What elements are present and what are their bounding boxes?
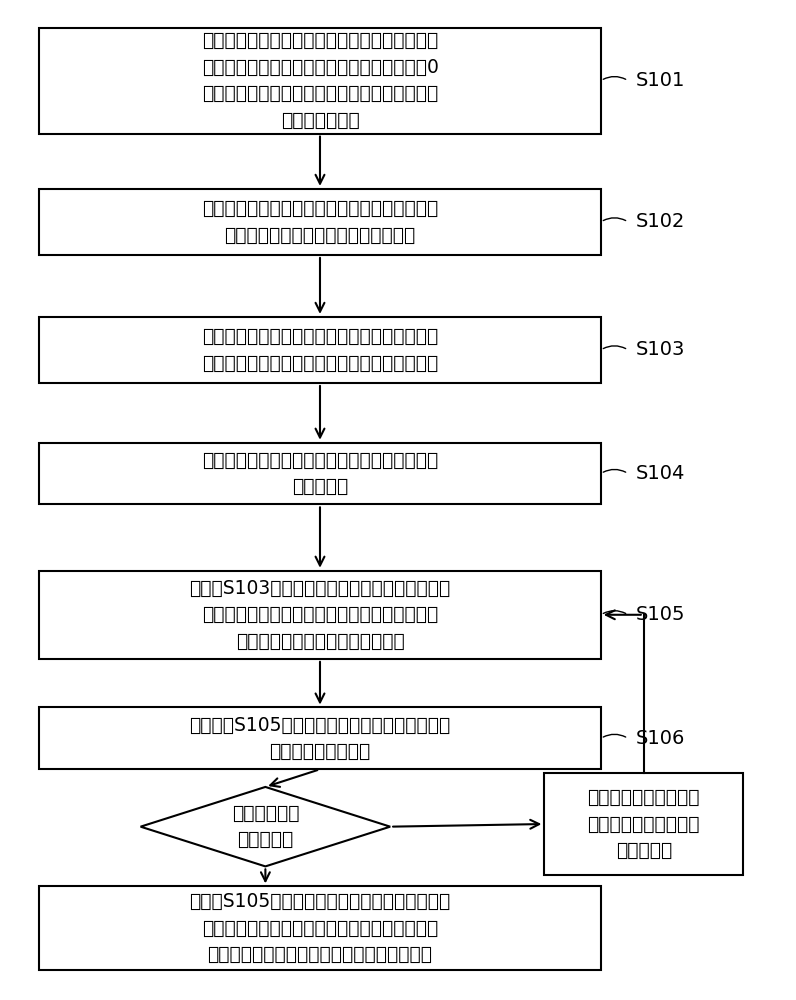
FancyBboxPatch shape bbox=[544, 773, 743, 875]
FancyBboxPatch shape bbox=[39, 443, 601, 504]
Text: S101: S101 bbox=[636, 71, 685, 90]
Text: 将步骤S103中求得的信号源的大概位置作为信赖
域算法的初值，按照信赖域算法迭代求解最优化
数学模型，得出信号源的最优位置: 将步骤S103中求得的信号源的大概位置作为信赖 域算法的初值，按照信赖域算法迭代… bbox=[189, 579, 451, 651]
Text: 取信号源交叉点个数值最大的两条方位线相交，
按照三角形定位法则计算得到信号源的大概位置: 取信号源交叉点个数值最大的两条方位线相交， 按照三角形定位法则计算得到信号源的大… bbox=[202, 327, 438, 373]
FancyBboxPatch shape bbox=[39, 189, 601, 255]
Text: S102: S102 bbox=[636, 212, 685, 231]
FancyBboxPatch shape bbox=[39, 571, 601, 659]
FancyBboxPatch shape bbox=[39, 28, 601, 134]
Text: S105: S105 bbox=[636, 605, 685, 624]
Text: 对于短波测向数据集中信号源，计算各测向站测
量的方位线的交叉点个数，删除交叉点个数为0
的劣质方位线，得到信号源的有效方位线集合及
有效方位角集合: 对于短波测向数据集中信号源，计算各测向站测 量的方位线的交叉点个数，删除交叉点个… bbox=[201, 31, 439, 130]
Polygon shape bbox=[141, 787, 390, 866]
Text: 将步骤S105中求得的信号源的最优位置输出，并
输出对应的有效方位线集合所对应的测向站，标
注为短波测向数据集中信号源的最优选站方案: 将步骤S105中求得的信号源的最优位置输出，并 输出对应的有效方位线集合所对应的… bbox=[189, 892, 451, 964]
FancyBboxPatch shape bbox=[39, 317, 601, 383]
Text: S106: S106 bbox=[636, 729, 685, 748]
Text: 统计各测向站对于信号源的测向误差均值，校正
信号源对应有效方位角集合中各方位角: 统计各测向站对于信号源的测向误差均值，校正 信号源对应有效方位角集合中各方位角 bbox=[202, 199, 438, 245]
Text: 则将对应方位线进行删
除，更新信号源的有效
方位线集合: 则将对应方位线进行删 除，更新信号源的有效 方位线集合 bbox=[587, 788, 700, 860]
Text: S103: S103 bbox=[636, 340, 685, 359]
FancyBboxPatch shape bbox=[39, 707, 601, 769]
Text: S104: S104 bbox=[636, 464, 685, 483]
Text: 根据最小二乘模型，建立信号源位置估计的最优
化数学模型: 根据最小二乘模型，建立信号源位置估计的最优 化数学模型 bbox=[202, 451, 438, 496]
Text: 对于步骤S105中求得的信号源的最优位置，计算
各测向站的测向误差: 对于步骤S105中求得的信号源的最优位置，计算 各测向站的测向误差 bbox=[189, 716, 451, 761]
Text: 测向误差大于
或等于阈值: 测向误差大于 或等于阈值 bbox=[232, 804, 299, 849]
FancyBboxPatch shape bbox=[39, 886, 601, 970]
